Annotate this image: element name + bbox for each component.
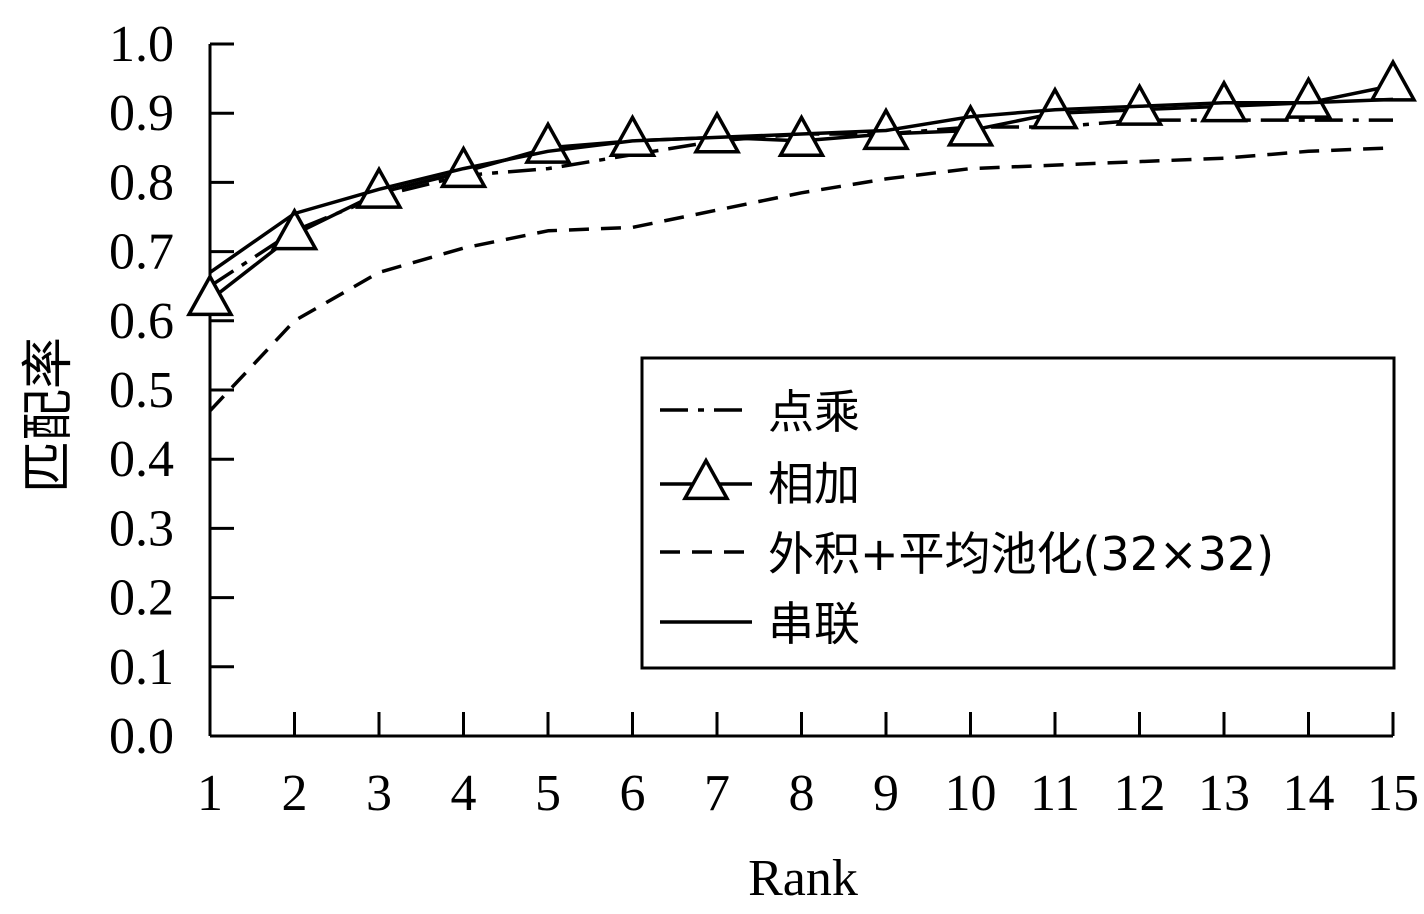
legend-label-addition: 相加 <box>768 457 860 511</box>
series-layer <box>186 58 1417 412</box>
y-tick-label: 0.7 <box>109 224 174 281</box>
data-point-triangle <box>524 120 572 164</box>
x-tick-label: 7 <box>704 765 730 822</box>
data-point-triangle <box>270 207 319 251</box>
x-tick-label: 11 <box>1030 765 1080 822</box>
y-tick-label: 0.3 <box>109 500 174 557</box>
x-tick-label: 4 <box>451 765 477 822</box>
x-axis-ticks: 1 2 3 4 5 6 7 8 9 10 11 12 13 14 15 <box>197 712 1419 822</box>
series-concatenation <box>208 97 1394 274</box>
x-tick-label: 5 <box>535 765 561 822</box>
series-outer-product-avgpool <box>208 146 1394 412</box>
data-point-triangle <box>1369 58 1417 102</box>
y-tick-label: 0.8 <box>109 154 174 211</box>
data-point-triangle <box>946 103 995 147</box>
legend-label-outer-product-avgpool: 外积+平均池化(32×32) <box>768 527 1274 581</box>
legend-box <box>640 356 1396 670</box>
x-tick-label: 14 <box>1283 765 1335 822</box>
data-point-triangle <box>186 273 234 317</box>
x-tick-label: 12 <box>1114 765 1166 822</box>
legend-triangle-marker <box>682 456 730 501</box>
y-tick-label: 0.2 <box>109 570 174 627</box>
x-tick-label: 8 <box>789 765 815 822</box>
y-tick-label: 0.5 <box>109 362 174 419</box>
data-point-triangle <box>777 113 826 157</box>
y-axis-title: 匹配率 <box>21 337 78 493</box>
y-tick-label: 0.0 <box>109 708 174 765</box>
x-tick-label: 2 <box>282 765 308 822</box>
x-tick-label: 1 <box>197 765 223 822</box>
data-point-triangle <box>693 110 741 154</box>
x-tick-label: 9 <box>873 765 899 822</box>
y-tick-label: 0.1 <box>109 639 174 696</box>
x-tick-label: 15 <box>1367 765 1419 822</box>
y-tick-label: 0.4 <box>109 431 174 488</box>
series-addition <box>186 58 1417 317</box>
y-tick-label: 0.9 <box>109 85 174 142</box>
x-tick-label: 6 <box>620 765 646 822</box>
data-point-triangle <box>1284 75 1333 119</box>
series-line-concatenation <box>208 97 1394 274</box>
legend-label-dot-product: 点乘 <box>768 385 860 439</box>
data-point-triangle <box>608 113 657 157</box>
x-tick-label: 3 <box>366 765 392 822</box>
legend: 点乘 相加 外积+平均池化(32×32) 串联 <box>640 356 1396 670</box>
legend-label-concatenation: 串联 <box>768 597 860 651</box>
x-axis-title: Rank <box>748 850 858 907</box>
y-tick-label: 0.6 <box>109 293 174 350</box>
y-tick-label: 1.0 <box>109 16 174 73</box>
series-line-outer-product-avgpool <box>208 146 1394 412</box>
x-tick-label: 10 <box>945 765 997 822</box>
x-tick-label: 13 <box>1198 765 1250 822</box>
y-axis-ticks: 0.0 0.1 0.2 0.3 0.4 0.5 0.6 0.7 0.8 0.9 1.0 <box>109 16 234 765</box>
